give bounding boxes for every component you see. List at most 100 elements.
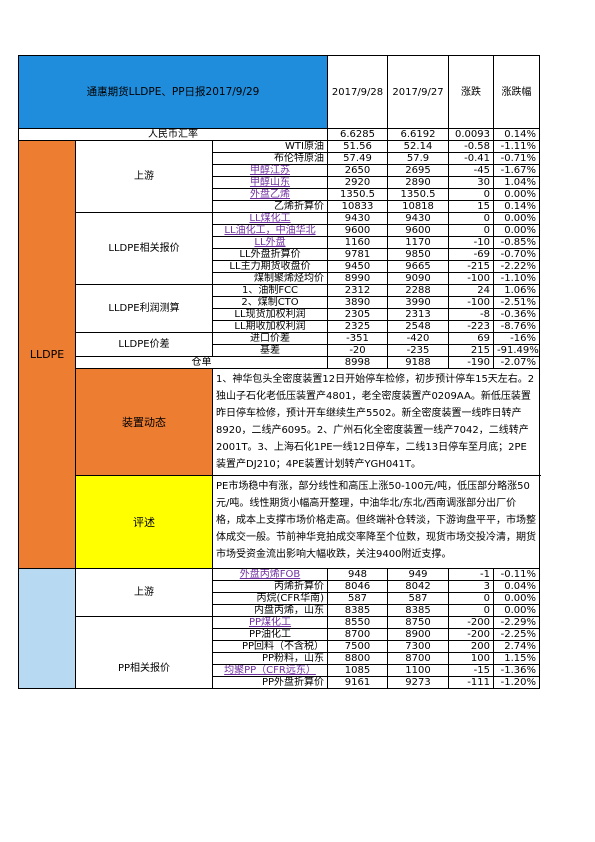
table-row: 上游 外盘丙烯FOB 948 949 -1 -0.11% — [18, 568, 540, 689]
row-chg: -111 — [448, 676, 494, 689]
row-v1: 9430 — [327, 212, 388, 225]
table-row: 外盘乙烯 1350.5 1350.5 0 0.00% — [19, 188, 540, 201]
table-row: PP相关报价 PP煤化工 8550 8750 -200 -2.29% — [19, 616, 540, 689]
row-chg: 0 — [448, 224, 494, 237]
row-v2: 8700 — [387, 652, 449, 665]
lldpe-spread-label: LLDPE价差 — [75, 332, 213, 357]
row-name: PP粉料，山东 — [212, 652, 328, 665]
row-name-link[interactable]: LL煤化工 — [249, 213, 291, 224]
table-row: 基差 -20 -235 215 -91.49% — [19, 344, 540, 357]
table-row: LLDPE相关报价 LL煤化工 9430 9430 0 0.00% — [19, 212, 540, 285]
row-name-link[interactable]: 甲醇山东 — [250, 177, 290, 188]
row-v2: 2288 — [387, 284, 449, 297]
row-v1: 9450 — [327, 260, 388, 273]
row-chg: -45 — [448, 164, 494, 177]
row-name-link[interactable]: 外盘丙烯FOB — [239, 569, 301, 580]
row-v1: 2305 — [327, 308, 388, 321]
row-v2: 2695 — [387, 164, 449, 177]
row-chg: -0.41 — [448, 152, 494, 165]
row-name-link[interactable]: 外盘乙烯 — [250, 189, 290, 200]
row-name: 内盘丙烯，山东 — [212, 604, 328, 617]
row-v2: 8042 — [387, 580, 449, 593]
pp-quotes-label: PP相关报价 — [75, 616, 213, 689]
row-v2: 2313 — [387, 308, 449, 321]
row-v2: 2890 — [387, 176, 449, 189]
row-v2: 9188 — [387, 356, 449, 369]
row-name-link[interactable]: LL外盘 — [254, 237, 286, 248]
table-row: PP粉料，山东 8800 8700 100 1.15% — [19, 652, 540, 665]
row-v1: 2920 — [327, 176, 388, 189]
table-row: LL期收加权利润 2325 2548 -223 -8.76% — [19, 320, 540, 333]
row-name: LL主力期货收盘价 — [212, 260, 328, 273]
row-v2: 9090 — [387, 272, 449, 285]
row-v2: 8900 — [387, 628, 449, 641]
row-v1: 8046 — [327, 580, 388, 593]
row-v1: 9161 — [327, 676, 388, 689]
row-name: 丙烯折算价 — [212, 580, 328, 593]
row-v1: 8550 — [327, 616, 388, 629]
row-v1: 8990 — [327, 272, 388, 285]
row-pct: -2.22% — [493, 260, 540, 273]
fx-pct: 0.14% — [493, 128, 540, 141]
fx-row: 人民币汇率 6.6285 6.6192 0.0093 0.14% — [18, 128, 540, 141]
table-row: 布伦特原油 57.49 57.9 -0.41 -0.71% — [19, 152, 540, 165]
row-pct: -2.07% — [493, 356, 540, 369]
row-chg: 215 — [448, 344, 494, 357]
row-v2: 9665 — [387, 260, 449, 273]
row-v1: 2312 — [327, 284, 388, 297]
table-row: 丙烷(CFR华南) 587 587 0 0.00% — [19, 592, 540, 605]
row-name-link[interactable]: 均聚PP（CFR远东） — [224, 665, 316, 676]
row-chg: 15 — [448, 200, 494, 213]
table-row: LLDPE价差 进口价差 -351 -420 69 -16% — [19, 332, 540, 357]
row-name-link[interactable]: PP煤化工 — [248, 617, 292, 628]
maintenance-text: 1、神华包头全密度装置12日开始停车检修，初步预计停车15天左右。2独山子石化老… — [212, 368, 540, 476]
row-v1: 10833 — [327, 200, 388, 213]
row-pct: -8.76% — [493, 320, 540, 333]
row-name: LL现货加权利润 — [212, 308, 328, 321]
header-change: 涨跌 — [448, 55, 494, 129]
row-v1: 587 — [327, 592, 388, 605]
row-pct: 1.06% — [493, 284, 540, 297]
row-name: PP外盘折算价 — [212, 676, 328, 689]
lldpe-section-label: LLDPE — [18, 140, 76, 569]
row-pct: -91.49% — [493, 344, 540, 357]
row-name: 仓单 — [75, 356, 328, 369]
table-row: LLDPE利润测算 1、油制FCC 2312 2288 24 1.06% — [19, 284, 540, 333]
row-chg: -69 — [448, 248, 494, 261]
row-name: 煤制聚烯烃均价 — [212, 272, 328, 285]
row-chg: -215 — [448, 260, 494, 273]
row-name: 基差 — [212, 344, 328, 357]
row-v1: 9600 — [327, 224, 388, 237]
row-name: LL期收加权利润 — [212, 320, 328, 333]
row-pct: -0.11% — [493, 568, 540, 581]
row-v1: 9781 — [327, 248, 388, 261]
row-chg: -8 — [448, 308, 494, 321]
report-title: 通惠期货LLDPE、PP日报2017/9/29 — [18, 55, 328, 129]
row-v1: 8998 — [327, 356, 388, 369]
header-change-pct: 涨跌幅 — [493, 55, 540, 129]
row-v2: 949 — [387, 568, 449, 581]
row-v1: 8385 — [327, 604, 388, 617]
row-chg: -10 — [448, 236, 494, 249]
row-v2: -420 — [387, 332, 449, 345]
fx-chg: 0.0093 — [448, 128, 494, 141]
row-v2: 9850 — [387, 248, 449, 261]
row-name-link[interactable]: 甲醇江苏 — [250, 165, 290, 176]
row-chg: -100 — [448, 296, 494, 309]
row-name: PP油化工 — [212, 628, 328, 641]
row-name-link[interactable]: LL油化工，中油华北 — [224, 225, 316, 236]
row-pct: -0.36% — [493, 308, 540, 321]
row-chg: -100 — [448, 272, 494, 285]
row-pct: 0.00% — [493, 212, 540, 225]
row-v2: 10818 — [387, 200, 449, 213]
row-v2: 9273 — [387, 676, 449, 689]
row-name: WTI原油 — [212, 140, 328, 153]
row-pct: 0.14% — [493, 200, 540, 213]
row-pct: -1.36% — [493, 664, 540, 677]
row-chg: -1 — [448, 568, 494, 581]
row-v2: 1170 — [387, 236, 449, 249]
row-pct: 0.00% — [493, 604, 540, 617]
lldpe-upstream-label: 上游 — [75, 140, 213, 213]
row-v1: 2650 — [327, 164, 388, 177]
row-chg: -223 — [448, 320, 494, 333]
